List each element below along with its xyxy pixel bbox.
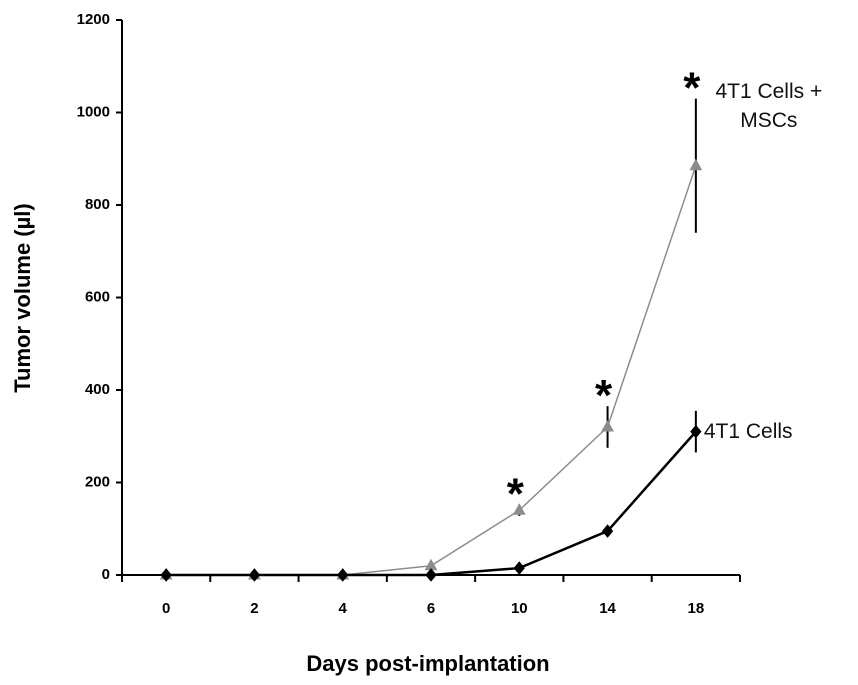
- x-tick-label: 10: [511, 600, 528, 617]
- y-tick-label: 600: [85, 288, 110, 305]
- x-tick-label: 14: [599, 600, 616, 617]
- data-point: [160, 568, 172, 582]
- annotation: *: [683, 63, 701, 112]
- x-tick-label: 0: [162, 600, 170, 617]
- data-point: [601, 419, 614, 432]
- data-point: [601, 524, 614, 538]
- y-tick-label: 1200: [77, 11, 110, 28]
- data-point: [513, 561, 525, 575]
- y-tick-label: 0: [102, 566, 110, 583]
- series-label: 4T1 Cells: [703, 420, 793, 444]
- data-point: [337, 568, 349, 582]
- y-axis-title: Tumor volume (µl): [10, 203, 35, 393]
- data-point: [248, 568, 261, 582]
- data-point: [512, 503, 526, 515]
- data-point: [425, 568, 437, 582]
- series-label: 4T1 Cells + MSCs: [715, 79, 823, 132]
- annotation: *: [507, 469, 525, 518]
- annotation: *: [595, 371, 613, 420]
- x-axis-title: Days post-implantation: [306, 651, 549, 676]
- y-tick-label: 400: [85, 381, 110, 398]
- data-point: [690, 424, 702, 439]
- x-tick-label: 18: [688, 600, 705, 617]
- x-tick-label: 2: [250, 600, 258, 617]
- data-point: [689, 158, 703, 171]
- series-line: [166, 430, 697, 577]
- x-tick-label: 6: [427, 600, 435, 617]
- x-tick-label: 4: [339, 600, 348, 617]
- y-tick-label: 200: [85, 473, 110, 490]
- series-line: [166, 165, 697, 576]
- y-tick-label: 800: [85, 196, 110, 213]
- y-tick-label: 1000: [77, 103, 110, 120]
